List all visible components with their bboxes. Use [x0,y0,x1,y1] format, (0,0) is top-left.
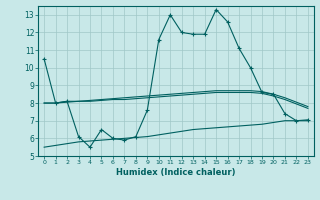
X-axis label: Humidex (Indice chaleur): Humidex (Indice chaleur) [116,168,236,177]
